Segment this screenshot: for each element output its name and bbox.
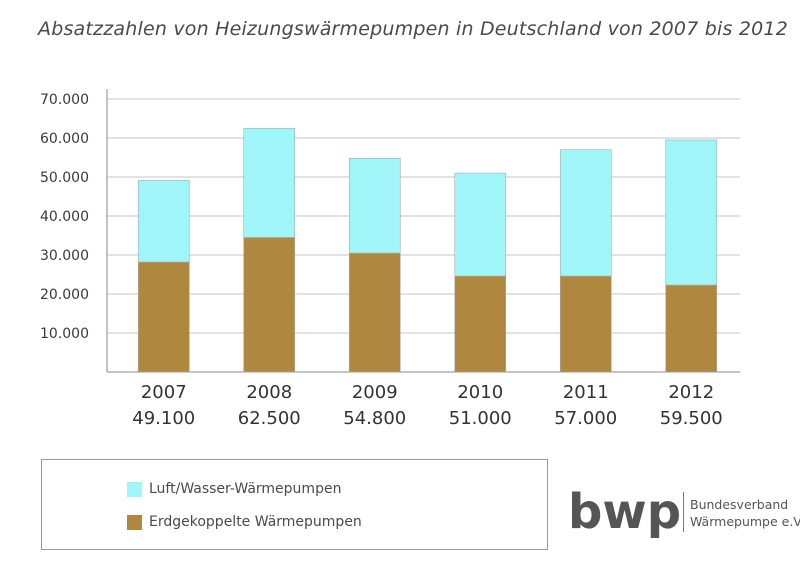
bar-2008-series-1 [243, 127, 296, 238]
bar-2012-series-1 [665, 139, 718, 286]
logo-text: Bundesverband Wärmepumpe e.V. [690, 496, 800, 530]
total-label-2010: 51.000 [449, 408, 512, 429]
x-tick-label-2009: 2009 [352, 382, 398, 403]
logo-text-line2: Wärmepumpe e.V. [690, 514, 800, 529]
logo-text-line1: Bundesverband [690, 497, 789, 512]
y-tick-label-1: 20.000 [40, 287, 89, 303]
y-tick-label-2: 30.000 [40, 248, 89, 264]
y-tick-label-6: 70.000 [40, 92, 89, 108]
y-tick-label-3: 40.000 [40, 209, 89, 225]
bwp-logo: bwp Bundesverband Wärmepumpe e.V. [568, 486, 800, 541]
legend-item-erdgekoppelt: Erdgekoppelte Wärmepumpen [127, 514, 362, 530]
bwp-logo-wordmark: bwp [568, 486, 680, 538]
y-tick-label-4: 50.000 [40, 170, 89, 186]
bar-2011-series-0 [559, 275, 612, 373]
bar-2012-series-0 [665, 284, 718, 373]
bar-2007-series-0 [137, 261, 190, 373]
bar-2011-series-1 [559, 149, 612, 277]
bar-2010-series-1 [454, 172, 507, 277]
bar-2007-series-1 [137, 180, 190, 263]
logo-separator [683, 492, 684, 532]
x-tick-label-2007: 2007 [141, 382, 187, 403]
chart-title: Absatzzahlen von Heizungswärmepumpen in … [38, 18, 788, 40]
x-tick-label-2008: 2008 [246, 382, 292, 403]
bar-2010-series-0 [454, 275, 507, 373]
bar-2009-series-0 [348, 252, 401, 373]
legend-label-erdgekoppelt: Erdgekoppelte Wärmepumpen [149, 514, 362, 530]
total-label-2008: 62.500 [238, 408, 301, 429]
legend-swatch-luft-wasser [127, 481, 142, 497]
legend: Luft/Wasser-Wärmepumpen Erdgekoppelte Wä… [41, 459, 548, 550]
total-label-2011: 57.000 [554, 408, 617, 429]
y-tick-label-0: 10.000 [40, 326, 89, 342]
legend-swatch-erdgekoppelt [127, 514, 142, 530]
bar-2008-series-0 [243, 237, 296, 373]
total-label-2007: 49.100 [132, 408, 195, 429]
bar-2009-series-1 [348, 157, 401, 254]
x-tick-label-2011: 2011 [563, 382, 609, 403]
legend-label-luft-wasser: Luft/Wasser-Wärmepumpen [149, 481, 342, 497]
x-tick-label-2012: 2012 [668, 382, 714, 403]
total-label-2012: 59.500 [660, 408, 723, 429]
x-tick-label-2010: 2010 [457, 382, 503, 403]
legend-item-luft-wasser: Luft/Wasser-Wärmepumpen [127, 481, 341, 497]
total-label-2009: 54.800 [343, 408, 406, 429]
y-tick-label-5: 60.000 [40, 131, 89, 147]
bwp-logo-mark: bwp [568, 486, 680, 538]
